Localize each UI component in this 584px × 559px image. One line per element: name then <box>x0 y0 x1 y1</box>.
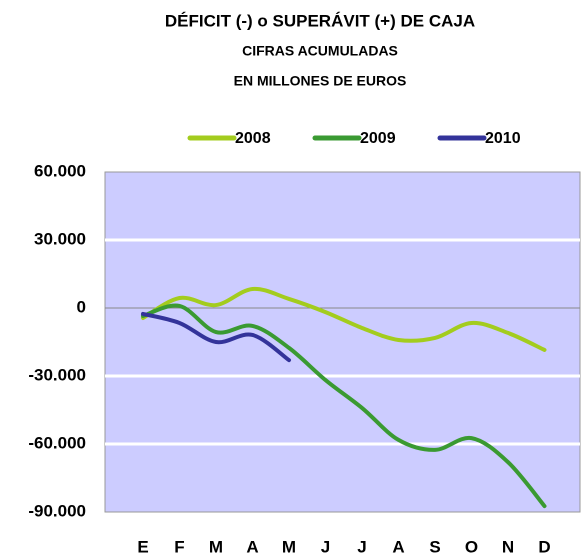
series-line <box>141 311 291 363</box>
chart-subtitle: EN MILLONES DE EUROS <box>234 73 407 89</box>
x-tick-label: M <box>209 537 223 556</box>
chart-title: DÉFICIT (-) o SUPERÁVIT (+) DE CAJA <box>165 11 475 30</box>
legend-label: 2010 <box>485 130 521 147</box>
x-tick-label: S <box>429 537 440 556</box>
y-tick-label: 60.000 <box>34 161 86 180</box>
x-tick-label: N <box>502 537 514 556</box>
x-tick-label: D <box>538 537 550 556</box>
y-tick-label: -90.000 <box>28 501 86 520</box>
x-tick-label: M <box>282 537 296 556</box>
y-tick-label: -30.000 <box>28 365 86 384</box>
x-tick-label: E <box>137 537 148 556</box>
x-tick-label: J <box>357 537 366 556</box>
x-tick-label: J <box>321 537 330 556</box>
series-line <box>141 303 547 509</box>
x-tick-label: A <box>392 537 404 556</box>
y-tick-label: 30.000 <box>34 229 86 248</box>
legend-label: 2008 <box>235 130 271 147</box>
chart-subtitle: CIFRAS ACUMULADAS <box>242 43 398 59</box>
x-tick-label: O <box>465 537 478 556</box>
series-line <box>141 286 547 352</box>
x-tick-label: F <box>174 537 184 556</box>
y-tick-label: -60.000 <box>28 433 86 452</box>
legend-label: 2009 <box>360 130 396 147</box>
y-tick-label: 0 <box>77 297 86 316</box>
x-tick-label: A <box>246 537 258 556</box>
